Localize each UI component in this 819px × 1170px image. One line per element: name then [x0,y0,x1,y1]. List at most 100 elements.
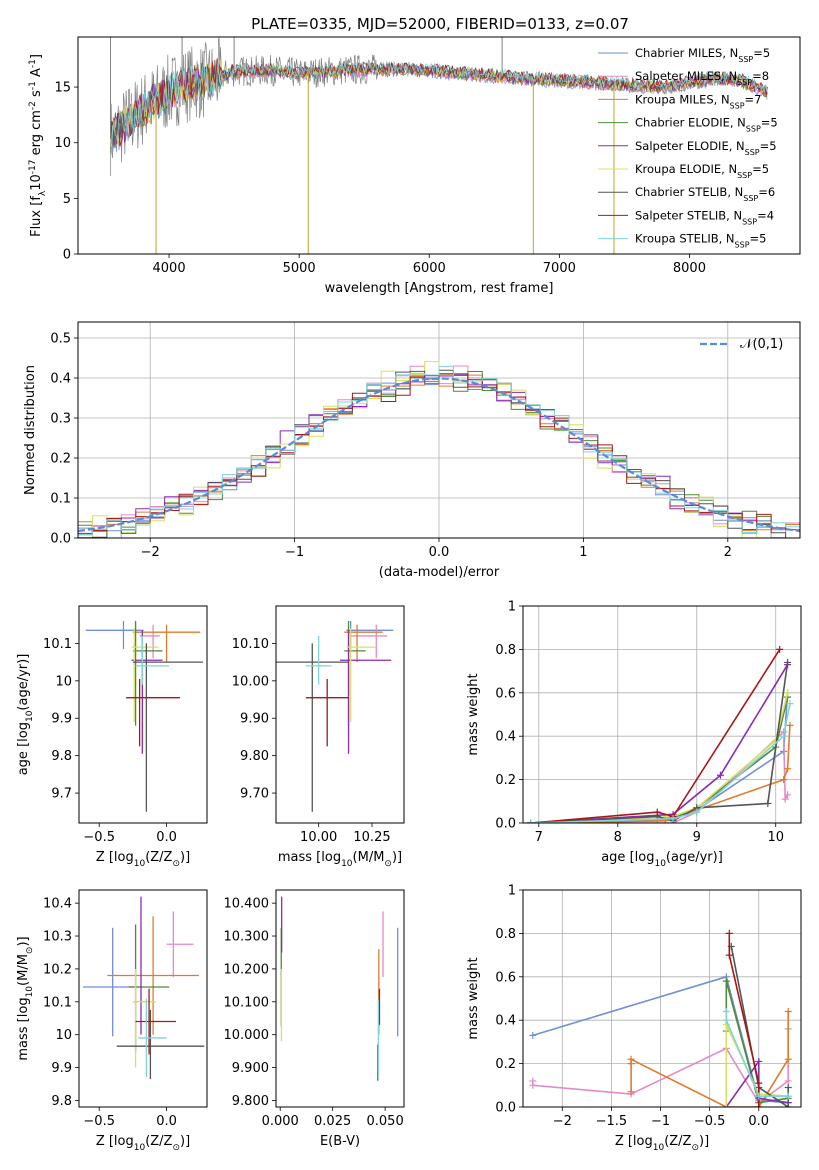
weight-marker [669,815,677,823]
x-axis-label: mass [log10(M/M⊙)] [278,850,402,869]
y-tick-label: 0.1 [50,492,71,507]
x-tick-label: −0.5 [83,1114,115,1129]
weight-marker [722,1008,730,1016]
weight-marker [784,658,792,666]
x-tick-label: 10 [767,830,784,845]
y-tick-label: 0.6 [495,686,516,701]
y-tick-label: 1 [508,600,516,615]
weight-marker [784,765,792,773]
y-tick-label: 5 [63,192,71,207]
histogram-salpeter-stelib [78,373,800,534]
y-tick-label: 0.8 [495,927,516,942]
weight-marker [693,808,701,816]
axes-frame [522,605,802,824]
y-tick-label: 0.2 [50,452,71,467]
legend-entry: Kroupa ELODIE, NSSP=5 [635,162,769,180]
plot-area [276,620,394,812]
axes-frame [77,321,801,539]
axes-frame [77,36,801,255]
legend-entry: Kroupa STELIB, NSSP=5 [635,232,766,250]
plot-area [280,896,399,1081]
weight-marker [527,819,535,823]
y-tick-label: 10.2 [43,962,72,977]
weight-marker [653,808,661,816]
y-axis-label: age [log10(age/yr)] [16,654,35,776]
spectrum-model-line [110,60,768,146]
weight-line [532,975,789,1104]
axes-frame [275,889,405,1108]
y-tick-label: 10 [55,674,72,689]
panel-spectrum: 4000 5000 6000 7000 8000 0 5 10 15 wavelength [An… [28,36,801,296]
weight-line [725,1011,789,1097]
weight-marker [784,1103,792,1107]
y-axis-label: mass weight [466,957,481,1039]
y-tick-label: 9.8 [51,1094,72,1109]
x-tick-label: 7000 [543,261,576,276]
legend-entry: Salpeter ELODIE, NSSP=5 [635,139,777,157]
y-tick-label: 9.800 [232,1094,269,1109]
weight-marker [784,1083,792,1091]
panel-age-vs-Z: −0.5 0.0 9.7 9.8 9.9 10 10.1 Z [log10(Z/Z⊙)] age… [16,605,208,869]
normal-curve [78,377,800,533]
y-tick-label: 0.2 [495,1057,516,1072]
weight-marker [725,951,733,959]
y-tick-label: 15 [54,81,71,96]
weight-marker [722,1016,730,1024]
y-tick-label: 0.8 [495,643,516,658]
x-tick-label: 7 [535,830,543,845]
x-axis-label: (data-model)/error [379,565,500,580]
x-tick-label: 0.0 [429,545,450,560]
y-tick-label: 10.4 [43,897,72,912]
y-tick-label: 9.900 [232,1061,269,1076]
y-tick-label: 0.0 [495,1101,516,1116]
weight-line [530,648,781,823]
weight-marker [529,1031,537,1039]
y-tick-label: 10.00 [232,674,269,689]
plot-area [529,929,792,1107]
weight-marker [781,795,789,803]
x-tick-label: −1 [285,545,304,560]
y-tick-label: 0.0 [495,817,516,832]
x-tick-label: −0.5 [83,830,115,845]
legend-entry: Chabrier STELIB, NSSP=6 [635,185,775,203]
figure-title: PLATE=0335, MJD=52000, FIBERID=0133, z=0… [251,15,629,33]
y-tick-label: 10.400 [224,897,270,912]
weight-marker [725,929,733,937]
plot-area [110,37,768,254]
histogram-salpeter-miles [78,365,800,538]
axes-frame [78,889,208,1108]
weight-marker [722,1103,730,1107]
legend-entry: Kroupa MILES, NSSP=7 [635,92,761,110]
x-axis-label: Z [log10(Z/Z⊙)] [96,850,190,869]
weight-marker [627,1088,635,1096]
x-tick-label: 10.00 [300,830,337,845]
y-tick-label: 10.3 [43,930,72,945]
weight-marker [784,1008,792,1016]
x-tick-label: −0.5 [694,1114,726,1129]
y-tick-label: 10 [54,136,71,151]
x-tick-label: 0.0 [156,830,177,845]
x-tick-label: 9 [693,830,701,845]
legend: 𝒩(0,1) [700,337,783,352]
weight-marker [716,771,724,779]
y-axis-label: mass [log10(M/M⊙)] [16,936,35,1060]
weight-line [530,725,791,823]
weight-marker [755,1103,763,1107]
x-tick-label: −1.5 [596,1114,628,1129]
plot-area [85,620,203,812]
weight-marker [627,1055,635,1063]
weight-marker [780,776,788,784]
weight-marker [784,1092,792,1100]
weight-line [530,662,789,823]
weight-marker [764,799,772,807]
x-tick-label: 0.0 [748,1114,769,1129]
x-axis-label: Z [log10(Z/Z⊙)] [615,1134,709,1153]
x-tick-label: −2 [553,1114,572,1129]
y-tick-label: 10.000 [224,1028,270,1043]
weight-marker [786,700,794,708]
weight-marker [755,1079,763,1087]
weight-marker [755,1057,763,1065]
y-tick-label: 10 [55,1028,72,1043]
y-tick-label: 10.1 [43,637,72,652]
